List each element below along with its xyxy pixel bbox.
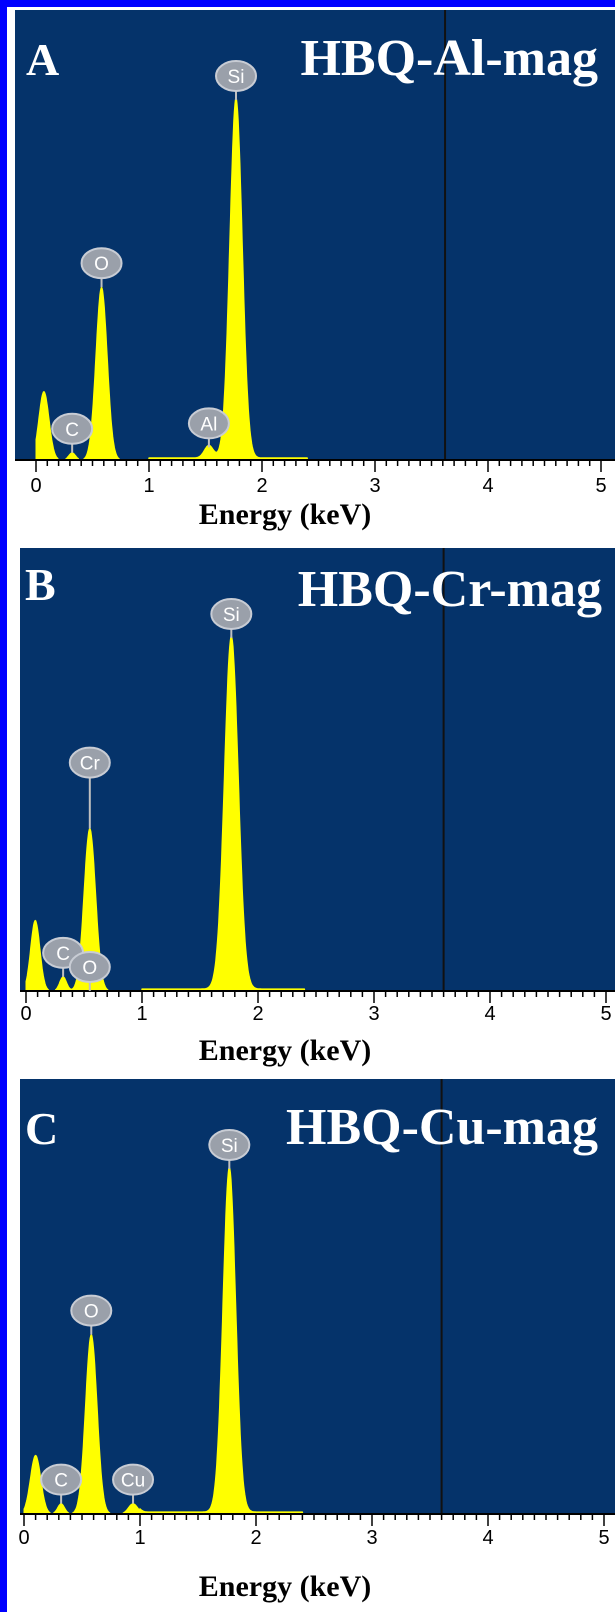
peak-label-badge bbox=[40, 1463, 83, 1496]
x-tick-label: 1 bbox=[134, 1527, 145, 1549]
peak-label-badge bbox=[208, 1129, 251, 1161]
peak-label-text: Si bbox=[223, 605, 240, 626]
peak-label-cr: Cr bbox=[68, 746, 111, 779]
x-tick-label: 4 bbox=[482, 1527, 493, 1549]
x-tick-label: 1 bbox=[143, 475, 154, 497]
peak-label-badge bbox=[187, 407, 230, 440]
x-tick-label: 5 bbox=[598, 1527, 609, 1549]
panel-letter: C bbox=[25, 1103, 58, 1154]
eds-panel-b: 0 1 2 3 4 5 Energy (keV) B HBQ-Cr-mag CO Cr Si bbox=[20, 548, 615, 1067]
panel-title: HBQ-Cu-mag bbox=[286, 1099, 598, 1156]
frame-left-border bbox=[0, 0, 7, 1612]
peak-label-text: C bbox=[65, 420, 79, 441]
x-tick-label: 0 bbox=[30, 475, 41, 497]
spectrum-area bbox=[25, 634, 316, 992]
peak-label-text: Al bbox=[200, 414, 217, 435]
peak-label-badge bbox=[51, 412, 94, 445]
peak-label-o: O bbox=[70, 1294, 113, 1327]
eds-panel-c: 0 1 2 3 4 5 Energy (keV) C HBQ-Cu-mag C O Cu Si bbox=[18, 1079, 615, 1603]
panel-letter: A bbox=[26, 34, 59, 85]
peak-label-al: Al bbox=[187, 407, 230, 440]
peak-label-text: O bbox=[82, 958, 97, 979]
x-tick-label: 0 bbox=[18, 1527, 29, 1549]
x-tick-label: 5 bbox=[600, 1003, 611, 1025]
frame-top-border bbox=[0, 0, 615, 7]
x-tick-label: 4 bbox=[484, 1003, 495, 1025]
peak-label-o: O bbox=[80, 247, 123, 280]
peak-label-si: Si bbox=[210, 598, 253, 630]
peak-label-badge bbox=[68, 951, 111, 983]
x-axis-label: Energy (keV) bbox=[199, 1034, 371, 1067]
peak-label-badge bbox=[68, 746, 111, 779]
peak-label-text: C bbox=[54, 1471, 68, 1492]
peak-label-c: C bbox=[51, 412, 94, 445]
x-tick-label: 3 bbox=[369, 475, 380, 497]
panel-title: HBQ-Cr-mag bbox=[298, 561, 602, 618]
peak-label-text: C bbox=[56, 944, 70, 965]
plot-background bbox=[15, 10, 615, 460]
x-axis-label: Energy (keV) bbox=[199, 498, 371, 531]
peak-label-si: Si bbox=[215, 60, 258, 92]
x-tick-label: 1 bbox=[136, 1003, 147, 1025]
x-tick-label: 5 bbox=[595, 475, 606, 497]
peak-label-text: O bbox=[94, 254, 109, 275]
peak-label-badge bbox=[215, 60, 258, 92]
x-tick-label: 2 bbox=[252, 1003, 263, 1025]
plot-background bbox=[20, 1079, 615, 1514]
peak-label-text: Si bbox=[228, 67, 245, 88]
x-tick-label: 4 bbox=[482, 475, 493, 497]
peak-label-badge bbox=[80, 247, 123, 280]
peak-label-text: Cu bbox=[121, 1471, 145, 1492]
peak-label-badge bbox=[112, 1463, 155, 1496]
peak-label-text: O bbox=[84, 1302, 99, 1323]
peak-label-c: C bbox=[40, 1463, 83, 1496]
peak-label-text: Si bbox=[221, 1136, 238, 1157]
x-tick-label: 2 bbox=[250, 1527, 261, 1549]
x-tick-label: 3 bbox=[368, 1003, 379, 1025]
plot-background bbox=[20, 548, 615, 991]
peak-label-badge bbox=[210, 598, 253, 630]
peak-label-o: O bbox=[68, 951, 111, 983]
peak-label-cu: Cu bbox=[112, 1463, 155, 1496]
panel-letter: B bbox=[25, 559, 56, 610]
x-tick-label: 3 bbox=[366, 1527, 377, 1549]
peak-label-si: Si bbox=[208, 1129, 251, 1161]
x-tick-label: 0 bbox=[20, 1003, 31, 1025]
peak-label-text: Cr bbox=[80, 754, 101, 775]
x-axis-label: Energy (keV) bbox=[199, 1570, 371, 1603]
eds-panel-a: 0 1 2 3 4 5 Energy (keV) A HBQ-Al-mag C O Al Si bbox=[15, 10, 615, 531]
peak-label-badge bbox=[70, 1294, 113, 1327]
x-tick-label: 2 bbox=[256, 475, 267, 497]
panel-title: HBQ-Al-mag bbox=[300, 30, 598, 87]
